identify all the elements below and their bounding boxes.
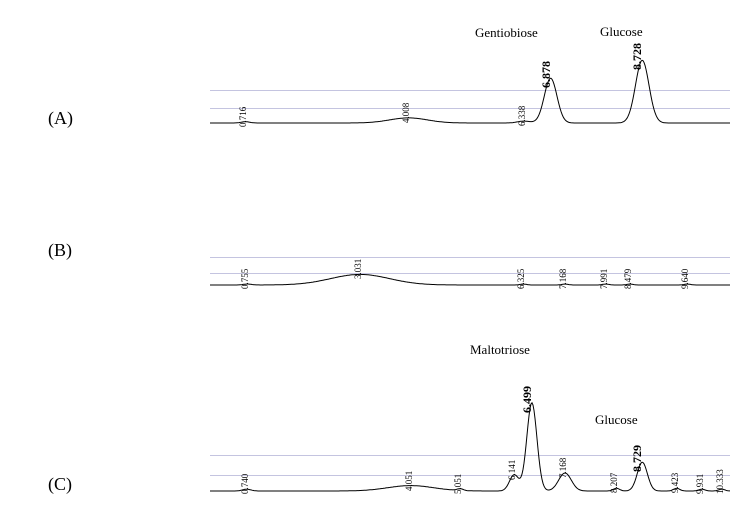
peak-value-B-8-479: 8.479 xyxy=(623,269,633,289)
panel-label-B: (B) xyxy=(48,240,72,261)
peak-value-C-9-423: 9.423 xyxy=(670,473,680,493)
peak-value-C-8-729: 8.729 xyxy=(630,445,645,472)
peak-value-A-0-716: 0.716 xyxy=(238,106,248,126)
chromatogram-figure: (A) Gentiobiose Glucose (B) (C) Maltotri… xyxy=(0,0,754,527)
peak-value-C-8-207: 8.207 xyxy=(609,473,619,493)
peak-value-A-6-338: 6.338 xyxy=(517,106,527,126)
panel-B-trace xyxy=(210,236,730,286)
panel-label-A: (A) xyxy=(48,108,73,129)
panel-C-trace xyxy=(210,400,730,492)
peak-value-C-0-740: 0.740 xyxy=(240,474,250,494)
peak-value-A-8-728: 8.728 xyxy=(630,43,645,70)
peak-value-A-6-878: 6.878 xyxy=(539,61,554,88)
peak-value-B-7-168: 7.168 xyxy=(558,269,568,289)
compound-glucose-A: Glucose xyxy=(600,24,643,40)
panel-A-trace xyxy=(210,58,730,124)
panel-label-C: (C) xyxy=(48,474,72,495)
peak-value-B-7-991: 7.991 xyxy=(599,269,609,289)
peak-value-C-9-931: 9.931 xyxy=(695,474,705,494)
peak-value-B-3-031: 3.031 xyxy=(353,259,363,279)
panel-B-path xyxy=(210,274,730,285)
peak-value-B-9-640: 9.640 xyxy=(680,269,690,289)
peak-value-C-5-051: 5.051 xyxy=(453,474,463,494)
panel-A-path xyxy=(210,60,730,123)
compound-maltotriose: Maltotriose xyxy=(470,342,530,358)
peak-value-C-10-333: 10.333 xyxy=(715,469,725,494)
peak-value-B-6-325: 6.325 xyxy=(516,269,526,289)
peak-value-C-6-141: 6.141 xyxy=(507,460,517,480)
peak-value-C-7-168: 7.168 xyxy=(558,458,568,478)
peak-value-C-4-051: 4.051 xyxy=(404,470,414,490)
compound-glucose-C: Glucose xyxy=(595,412,638,428)
panel-A xyxy=(210,22,730,162)
peak-value-C-6-499: 6.499 xyxy=(520,386,535,413)
panel-C-path xyxy=(210,403,730,491)
compound-gentiobiose: Gentiobiose xyxy=(475,25,538,41)
peak-value-A-4-008: 4.008 xyxy=(401,103,411,123)
panel-B xyxy=(210,205,730,295)
peak-value-B-0-755: 0.755 xyxy=(240,269,250,289)
panel-C xyxy=(210,336,730,496)
